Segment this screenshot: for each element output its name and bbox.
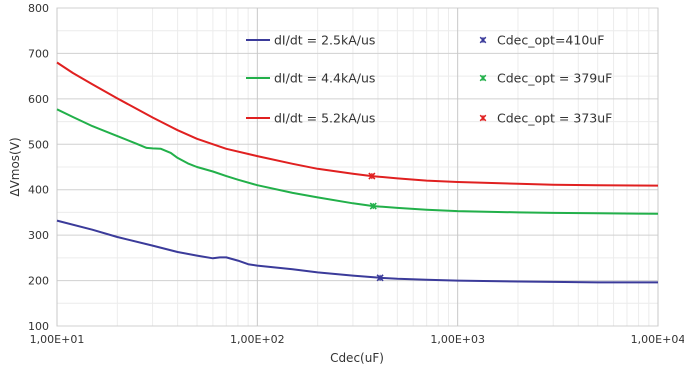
series-line-3 [56,61,659,187]
legend-marker-swatch [479,114,487,122]
x-tick-label: 1,00E+01 [30,333,85,346]
grid [56,7,659,327]
optimum-marker-2 [369,202,377,210]
legend-marker-label: Cdec_opt = 379uF [497,71,612,86]
legend-series-label: dI/dt = 2.5kA/us [274,33,375,48]
legend-marker-label: Cdec_opt=410uF [497,33,604,48]
y-tick-label: 600 [28,93,49,106]
legend-marker-label: Cdec_opt = 373uF [497,111,612,126]
y-tick-label: 500 [28,138,49,151]
legend-marker-swatch [479,36,487,44]
y-tick-label: 200 [28,275,49,288]
x-tick-label: 1,00E+04 [631,333,684,346]
y-axis-title: ΔVmos(V) [8,137,22,196]
legend-series-label: dI/dt = 4.4kA/us [274,71,375,86]
series-lines [56,61,659,284]
y-tick-label: 100 [28,320,49,333]
y-tick-label: 800 [28,2,49,15]
optimum-marker-1 [376,274,384,282]
y-tick-label: 300 [28,229,49,242]
legend-series-label: dI/dt = 5.2kA/us [274,111,375,126]
legend: dI/dt = 2.5kA/us Cdec_opt=410uF dI/dt = 4.… [246,33,612,126]
series-line-1 [56,219,658,284]
y-tick-label: 400 [28,184,49,197]
series-line-2 [56,108,659,215]
legend-marker-swatch [479,74,487,82]
x-tick-label: 1,00E+03 [430,333,485,346]
axes: 100 200 300 400 500 600 700 800 1,00E+01 1,00E+02… [28,2,684,346]
optimum-marker-3 [368,172,376,180]
x-axis-title: Cdec(uF) [330,351,384,365]
y-tick-label: 700 [28,47,49,60]
x-tick-label: 1,00E+02 [230,333,285,346]
optimum-markers [368,172,384,282]
